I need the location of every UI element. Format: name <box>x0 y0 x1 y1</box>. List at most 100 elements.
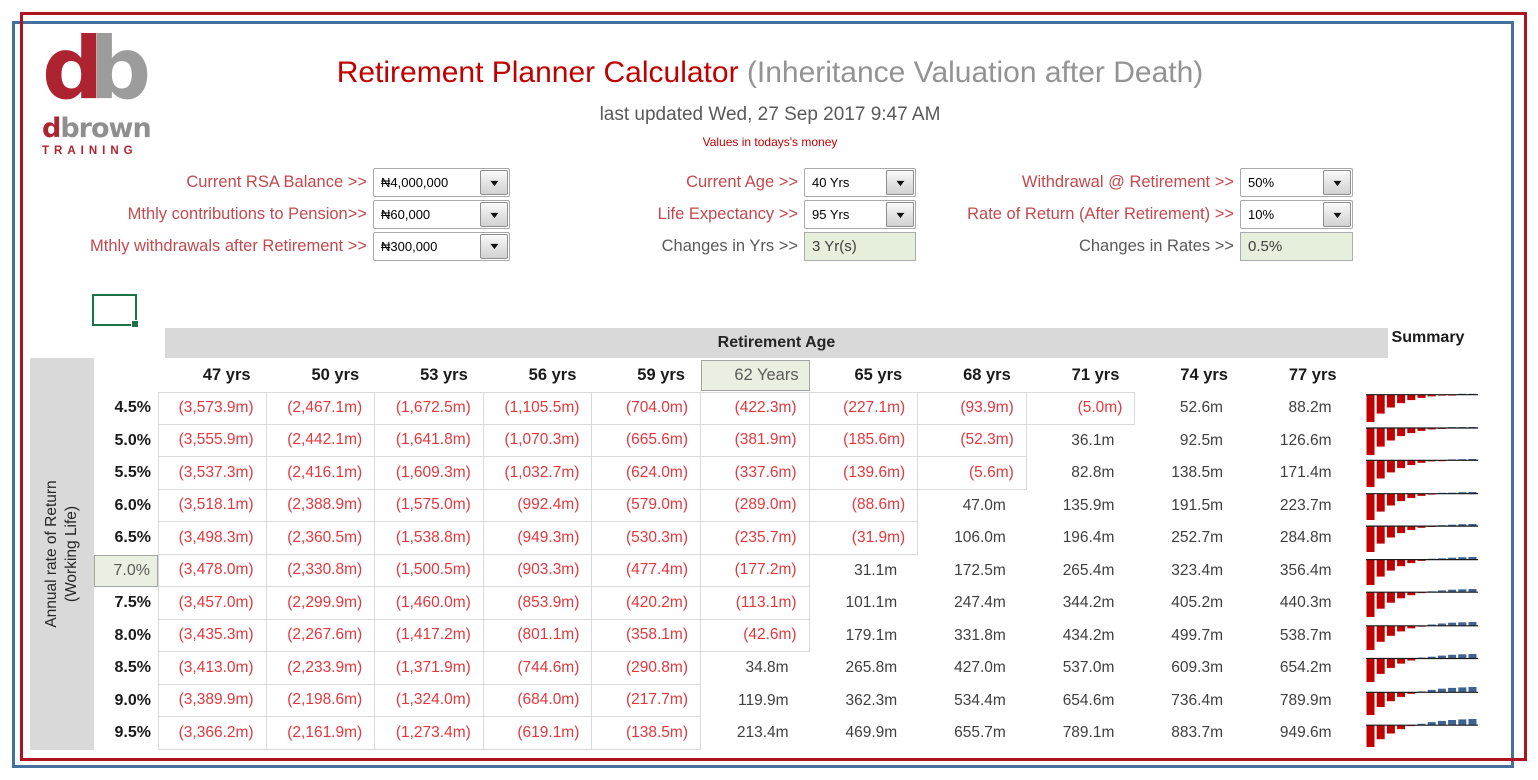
mthly-withdrawals-after-retirement-combo[interactable]: ₦300,000 ▼ <box>373 231 510 261</box>
table-cell: (3,573.9m) <box>158 392 267 425</box>
table-cell: (3,478.0m) <box>158 554 267 587</box>
input-row: Life Expectancy >> 95 Yrs ▼ <box>558 199 916 231</box>
combo-value[interactable]: 50% <box>1248 175 1275 191</box>
table-cell: (3,389.9m) <box>158 684 267 717</box>
table-cell: (185.6m) <box>809 424 919 457</box>
table-cell: 47.0m <box>962 496 1006 514</box>
dropdown-button[interactable]: ▼ <box>480 233 508 259</box>
changes-in-yrs-input[interactable]: 3 Yr(s) <box>804 231 916 261</box>
table-cell: 196.4m <box>1062 529 1115 547</box>
table-cell: (2,416.1m) <box>266 457 376 490</box>
mthly-withdrawals-after-retirement-label: Mthly withdrawals after Retirement >> <box>90 236 367 255</box>
table-cell: 323.4m <box>1171 561 1223 579</box>
dropdown-button[interactable]: ▼ <box>480 202 508 228</box>
column-header: 50 yrs <box>311 366 360 384</box>
table-cell: 247.4m <box>954 594 1006 612</box>
column-header: 77 yrs <box>1288 366 1337 384</box>
table-cell: (420.2m) <box>592 587 701 620</box>
table-cell: (3,435.3m) <box>158 619 267 652</box>
current-rsa-balance-combo[interactable]: ₦4,000,000 ▼ <box>373 168 510 198</box>
chevron-down-icon: ▼ <box>893 209 907 220</box>
table-cell: 654.6m <box>1062 691 1115 709</box>
dropdown-button[interactable]: ▼ <box>1323 170 1351 196</box>
table-cell: (1,273.4m) <box>375 717 484 750</box>
dropdown-button[interactable]: ▼ <box>886 170 914 196</box>
table-cell: (422.3m) <box>701 392 810 425</box>
dropdown-button[interactable]: ▼ <box>480 170 508 196</box>
summary-sparkline <box>1366 524 1478 552</box>
summary-sparkline <box>1366 589 1478 617</box>
table-cell: (1,641.8m) <box>375 424 484 457</box>
changes-in-rates-input[interactable]: 0.5% <box>1240 231 1353 261</box>
table-cell: 34.8m <box>745 659 789 677</box>
current-age-combo[interactable]: 40 Yrs ▼ <box>804 168 916 198</box>
table-cell: (477.4m) <box>592 554 701 587</box>
input-group-rates: Withdrawal @ Retirement >> 50% ▼ Rate of Re… <box>938 167 1353 262</box>
logo-wordmark: dbrown <box>42 113 152 144</box>
input-control: 0.5% <box>1240 231 1353 261</box>
combo-value[interactable]: ₦4,000,000 <box>381 175 449 191</box>
table-cell: (903.3m) <box>483 554 593 587</box>
table-cell: 265.4m <box>1062 561 1115 579</box>
input-row: Rate of Return (After Retirement) >> 10% ▼ <box>938 199 1353 231</box>
column-header: 71 yrs <box>1071 366 1120 384</box>
summary-sparkline <box>1366 459 1478 487</box>
row-axis-band: Annual rate of Return (Working Life) <box>30 358 94 750</box>
dropdown-button[interactable]: ▼ <box>1323 202 1351 228</box>
table-cell: 736.4m <box>1171 691 1223 709</box>
combo-value[interactable]: ₦60,000 <box>381 207 431 223</box>
input-control: 50% ▼ <box>1240 168 1353 198</box>
table-cell: (290.8m) <box>592 652 701 685</box>
combo-value[interactable]: 10% <box>1248 207 1275 223</box>
table-cell: 31.1m <box>854 561 898 579</box>
table-cell: 171.4m <box>1279 464 1332 482</box>
table-cell: (801.1m) <box>483 619 593 652</box>
row-label: 9.0% <box>114 691 151 709</box>
table-cell: 135.9m <box>1062 496 1115 514</box>
table-cell: (358.1m) <box>592 619 701 652</box>
table-cell: (2,442.1m) <box>266 424 376 457</box>
chevron-down-icon: ▼ <box>487 209 501 220</box>
table-cell: (2,299.9m) <box>266 587 376 620</box>
input-control: 95 Yrs ▼ <box>804 200 916 230</box>
table-cell: 344.2m <box>1062 594 1115 612</box>
table-cell: (949.3m) <box>483 522 593 555</box>
table-cell: 191.5m <box>1171 496 1223 514</box>
input-row: Current Age >> 40 Yrs ▼ <box>558 167 916 199</box>
table-cell: 36.1m <box>1071 431 1115 449</box>
withdrawal-retirement-combo[interactable]: 50% ▼ <box>1240 168 1353 198</box>
table-cell: 119.9m <box>738 691 789 709</box>
table-cell: 499.7m <box>1171 626 1223 644</box>
combo-value[interactable]: ₦300,000 <box>381 238 438 254</box>
table-cell: (3,457.0m) <box>158 587 267 620</box>
table-cell: 609.3m <box>1171 659 1223 677</box>
life-expectancy-combo[interactable]: 95 Yrs ▼ <box>804 200 916 230</box>
summary-sparkline <box>1366 621 1478 650</box>
table-cell: 179.1m <box>845 626 898 644</box>
table-cell: (1,324.0m) <box>375 684 484 717</box>
table-cell: (3,366.2m) <box>158 717 267 750</box>
retirement-age-header-band: Retirement Age <box>165 328 1388 358</box>
active-cell-selection[interactable] <box>92 294 139 328</box>
table-cell: (1,417.2m) <box>375 619 484 652</box>
table-cell: 331.8m <box>954 626 1006 644</box>
combo-value[interactable]: 95 Yrs <box>812 207 850 223</box>
table-cell: (579.0m) <box>592 489 701 522</box>
table-cell: 106.0m <box>954 529 1006 547</box>
fill-handle[interactable] <box>131 320 139 328</box>
table-cell: 789.9m <box>1279 691 1332 709</box>
withdrawal-retirement-label: Withdrawal @ Retirement >> <box>1021 173 1234 192</box>
table-cell: (853.9m) <box>483 587 593 620</box>
input-control: 3 Yr(s) <box>804 231 916 261</box>
table-cell: (2,360.5m) <box>266 522 376 555</box>
table-cell: 655.7m <box>954 724 1006 742</box>
column-header: 68 yrs <box>963 366 1011 384</box>
mthly-contributions-to-pension-combo[interactable]: ₦60,000 ▼ <box>373 200 510 230</box>
dropdown-button[interactable]: ▼ <box>886 202 914 228</box>
rate-of-return-after-retirement-combo[interactable]: 10% ▼ <box>1240 200 1353 230</box>
combo-value[interactable]: 40 Yrs <box>812 175 850 191</box>
table-cell: 362.3m <box>845 691 898 709</box>
changes-in-rates-label: Changes in Rates >> <box>1078 236 1234 255</box>
table-cell: (235.7m) <box>701 522 810 555</box>
